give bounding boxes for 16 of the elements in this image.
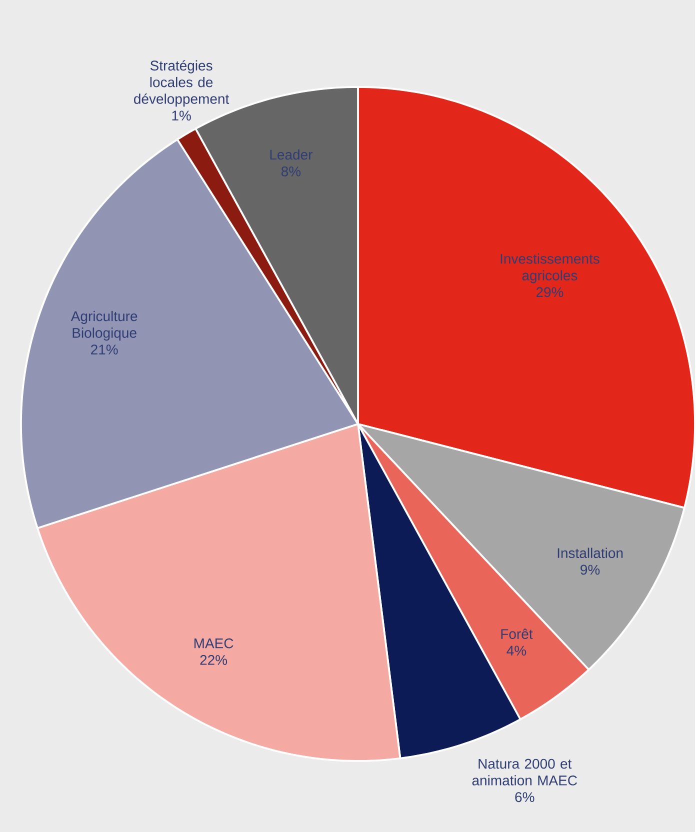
slice-label: MAEC (194, 638, 234, 648)
data-label: 21% (91, 344, 118, 354)
slice-label: Agriculture Biologique (70, 310, 138, 341)
data-label: 29% (536, 287, 564, 298)
data-label: 22% (200, 655, 228, 665)
slice-label: Stratégies locales de développement (134, 60, 230, 107)
slice-label: Installation (558, 548, 623, 558)
data-label: 1% (172, 110, 191, 121)
slice-label: Investissements agricoles (500, 253, 600, 284)
data-label: 4% (506, 646, 526, 656)
slice-label: Leader (270, 149, 313, 160)
data-label: 9% (580, 564, 600, 575)
data-label: 6% (515, 792, 534, 802)
slice-label: Natura 2000 et animation MAEC (472, 758, 578, 786)
slice-label: Forêt (501, 628, 533, 639)
data-label: 8% (281, 166, 301, 176)
